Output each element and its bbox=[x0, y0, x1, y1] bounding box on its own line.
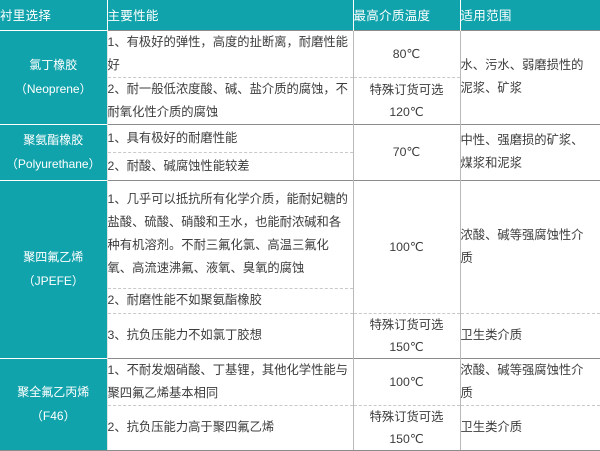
temperature-line: 80℃ bbox=[354, 43, 460, 65]
lining-name-en: （F46） bbox=[0, 404, 107, 428]
temperature-cell: 80℃ bbox=[353, 30, 460, 77]
property-cell: 1、不耐发烟硝酸、丁基锂，其他化学性能与聚四氟乙烯基本相同 bbox=[107, 358, 353, 405]
lining-name-cn: 聚四氟乙烯 bbox=[0, 245, 107, 269]
temperature-cell: 特殊订货可选 150℃ bbox=[353, 313, 460, 358]
property-cell: 2、抗负压能力高于聚四氟乙烯 bbox=[107, 405, 353, 450]
property-cell: 1、几乎可以抵抗所有化学介质，能耐妃糖的盐酸、硫酸、硝酸和王水，也能耐浓碱和各种… bbox=[107, 180, 353, 288]
scope-line: 煤浆和泥浆 bbox=[461, 152, 600, 175]
table-body: 氯丁橡胶 （Neoprene） 1、有极好的弹性，高度的扯断离，耐磨性能好 80… bbox=[0, 30, 600, 450]
lining-cell-polyurethane: 聚氨酯橡胶 （Polyurethane） bbox=[0, 124, 107, 180]
lining-name-cn: 聚全氟乙丙烯 bbox=[0, 380, 107, 404]
temperature-line: 150℃ bbox=[354, 428, 460, 450]
lining-name-en: （JPEFE） bbox=[0, 269, 107, 293]
scope-line: 质 bbox=[461, 247, 600, 270]
property-cell: 1、具有极好的耐磨性能 bbox=[107, 124, 353, 152]
property-cell: 1、有极好的弹性，高度的扯断离，耐磨性能好 bbox=[107, 30, 353, 77]
temperature-line: 100℃ bbox=[354, 371, 460, 393]
scope-line: 泥浆、矿浆 bbox=[461, 77, 600, 100]
table-row: 氯丁橡胶 （Neoprene） 1、有极好的弹性，高度的扯断离，耐磨性能好 80… bbox=[0, 30, 600, 77]
temperature-cell: 70℃ bbox=[353, 124, 460, 180]
temperature-cell: 100℃ bbox=[353, 180, 460, 313]
scope-cell: 水、污水、弱磨损性的 泥浆、矿浆 bbox=[460, 30, 600, 124]
scope-line: 浓酸、碱等强腐蚀性介 bbox=[461, 359, 600, 382]
temperature-line: 特殊订货可选 bbox=[354, 406, 460, 428]
scope-cell: 浓酸、碱等强腐蚀性介 质 bbox=[460, 180, 600, 313]
column-header-properties: 主要性能 bbox=[107, 0, 353, 30]
column-header-scope: 适用范围 bbox=[460, 0, 600, 30]
temperature-line: 特殊订货可选 bbox=[354, 79, 460, 101]
temperature-cell: 特殊订货可选 120℃ bbox=[353, 77, 460, 124]
property-cell: 2、耐磨性能不如聚氨酯橡胶 bbox=[107, 288, 353, 313]
property-cell: 3、抗负压能力不如氯丁胶想 bbox=[107, 313, 353, 358]
column-header-lining: 衬里选择 bbox=[0, 0, 107, 30]
column-header-temperature: 最高介质温度 bbox=[353, 0, 460, 30]
lining-cell-f46: 聚全氟乙丙烯 （F46） bbox=[0, 358, 107, 450]
lining-cell-neoprene: 氯丁橡胶 （Neoprene） bbox=[0, 30, 107, 124]
lining-name-en: （Polyurethane） bbox=[0, 152, 107, 176]
scope-cell: 卫生类介质 bbox=[460, 313, 600, 358]
scope-line: 浓酸、碱等强腐蚀性介 bbox=[461, 224, 600, 247]
scope-line: 卫生类介质 bbox=[461, 324, 600, 347]
table-header-row: 衬里选择 主要性能 最高介质温度 适用范围 bbox=[0, 0, 600, 30]
lining-name-en: （Neoprene） bbox=[0, 77, 107, 101]
property-cell: 2、耐酸、碱腐蚀性能较差 bbox=[107, 152, 353, 180]
lining-name-cn: 聚氨酯橡胶 bbox=[0, 128, 107, 152]
scope-line: 水、污水、弱磨损性的 bbox=[461, 54, 600, 77]
lining-cell-jpefe: 聚四氟乙烯 （JPEFE） bbox=[0, 180, 107, 358]
temperature-line: 120℃ bbox=[354, 101, 460, 123]
property-cell: 2、耐一般低浓度酸、碱、盐介质的腐蚀，不耐氧化性介质的腐蚀 bbox=[107, 77, 353, 124]
temperature-line: 70℃ bbox=[354, 141, 460, 163]
table-header: 衬里选择 主要性能 最高介质温度 适用范围 bbox=[0, 0, 600, 30]
scope-line: 中性、强磨损的矿浆、 bbox=[461, 129, 600, 152]
scope-cell: 中性、强磨损的矿浆、 煤浆和泥浆 bbox=[460, 124, 600, 180]
table-row: 聚氨酯橡胶 （Polyurethane） 1、具有极好的耐磨性能 70℃ 中性、… bbox=[0, 124, 600, 152]
scope-cell: 卫生类介质 bbox=[460, 405, 600, 450]
temperature-cell: 特殊订货可选 150℃ bbox=[353, 405, 460, 450]
temperature-line: 150℃ bbox=[354, 336, 460, 358]
scope-line: 质 bbox=[461, 382, 600, 405]
table-row: 聚全氟乙丙烯 （F46） 1、不耐发烟硝酸、丁基锂，其他化学性能与聚四氟乙烯基本… bbox=[0, 358, 600, 405]
scope-line: 卫生类介质 bbox=[461, 416, 600, 439]
temperature-line: 100℃ bbox=[354, 236, 460, 258]
table-row: 聚四氟乙烯 （JPEFE） 1、几乎可以抵抗所有化学介质，能耐妃糖的盐酸、硫酸、… bbox=[0, 180, 600, 288]
scope-cell: 浓酸、碱等强腐蚀性介 质 bbox=[460, 358, 600, 405]
lining-name-cn: 氯丁橡胶 bbox=[0, 53, 107, 77]
temperature-line: 特殊订货可选 bbox=[354, 314, 460, 336]
temperature-cell: 100℃ bbox=[353, 358, 460, 405]
